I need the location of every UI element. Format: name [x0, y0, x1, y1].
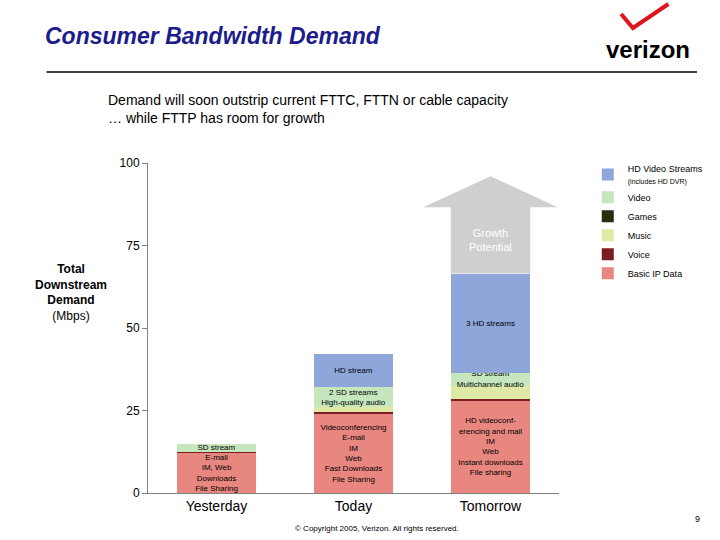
- svg-text:SD stream: SD stream: [197, 443, 235, 452]
- svg-text:2 SD streamsHigh-quality audio: 2 SD streamsHigh-quality audio: [321, 388, 386, 407]
- svg-text:HD Video Streams(includes HD D: HD Video Streams(includes HD DVR): [628, 164, 703, 186]
- svg-text:Voice: Voice: [628, 250, 650, 260]
- svg-text:Consumer Bandwidth Demand: Consumer Bandwidth Demand: [45, 23, 381, 49]
- svg-text:25: 25: [126, 404, 140, 418]
- svg-text:Today: Today: [335, 498, 372, 514]
- svg-text:9: 9: [695, 514, 700, 524]
- svg-text:0: 0: [133, 486, 140, 500]
- svg-text:Tomorrow: Tomorrow: [460, 498, 522, 514]
- svg-text:Basic IP Data: Basic IP Data: [628, 269, 682, 279]
- svg-text:© Copyright 2005, Verizon. All: © Copyright 2005, Verizon. All rights re…: [295, 524, 459, 533]
- svg-text:100: 100: [120, 156, 140, 170]
- svg-text:50: 50: [126, 321, 140, 335]
- svg-text:verizon: verizon: [606, 36, 690, 63]
- svg-text:Music: Music: [628, 231, 652, 241]
- svg-text:HD stream: HD stream: [334, 366, 373, 375]
- svg-text:HD videoconf-erencing and mail: HD videoconf-erencing and mailIMWebInsta…: [458, 416, 523, 477]
- svg-text:GrowthPotential: GrowthPotential: [469, 227, 512, 253]
- svg-text:TotalDownstreamDemand(Mbps): TotalDownstreamDemand(Mbps): [35, 262, 107, 323]
- svg-text:Games: Games: [628, 212, 658, 222]
- svg-text:E-mailIM, WebDownloadsFile Sha: E-mailIM, WebDownloadsFile Sharing: [195, 453, 238, 493]
- svg-text:Yesterday: Yesterday: [186, 498, 248, 514]
- svg-text:75: 75: [126, 239, 140, 253]
- svg-text:3 HD streams: 3 HD streams: [466, 319, 515, 328]
- svg-text:Video: Video: [628, 193, 651, 203]
- svg-text:SD streamMultichannel audio: SD streamMultichannel audio: [457, 369, 524, 388]
- svg-text:Demand will soon outstrip curr: Demand will soon outstrip current FTTC, …: [108, 92, 508, 126]
- svg-text:VideoconferencingE-mailIMWebFa: VideoconferencingE-mailIMWebFast Downloa…: [320, 423, 386, 484]
